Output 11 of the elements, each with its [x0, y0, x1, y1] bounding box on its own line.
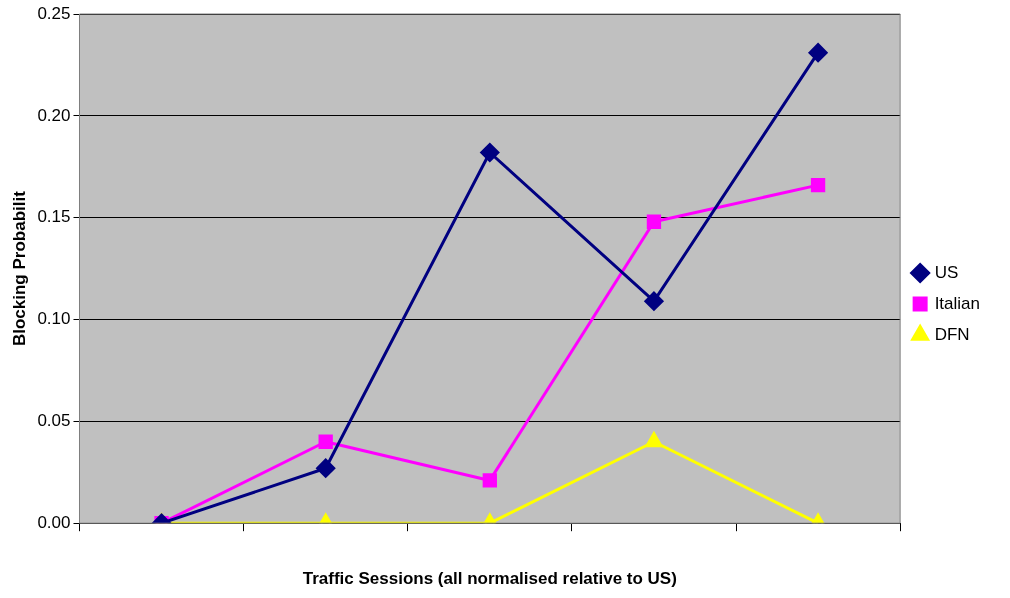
y-tick-label: 0.00: [37, 512, 71, 532]
y-tick-label: 0.05: [37, 411, 71, 431]
y-tick-label: 0.25: [37, 3, 71, 23]
y-tick-label: 0.15: [37, 207, 71, 227]
legend-label: DFN: [934, 324, 970, 344]
legend-label: US: [934, 262, 959, 282]
y-tick-label: 0.20: [37, 105, 71, 125]
legend-label: Italian: [934, 293, 981, 313]
y-tick-label: 0.10: [37, 309, 71, 329]
x-axis-title: Traffic Sessions (all normalised relative to US): [302, 569, 677, 589]
y-axis-title: Blocking Probabilit: [9, 190, 29, 347]
